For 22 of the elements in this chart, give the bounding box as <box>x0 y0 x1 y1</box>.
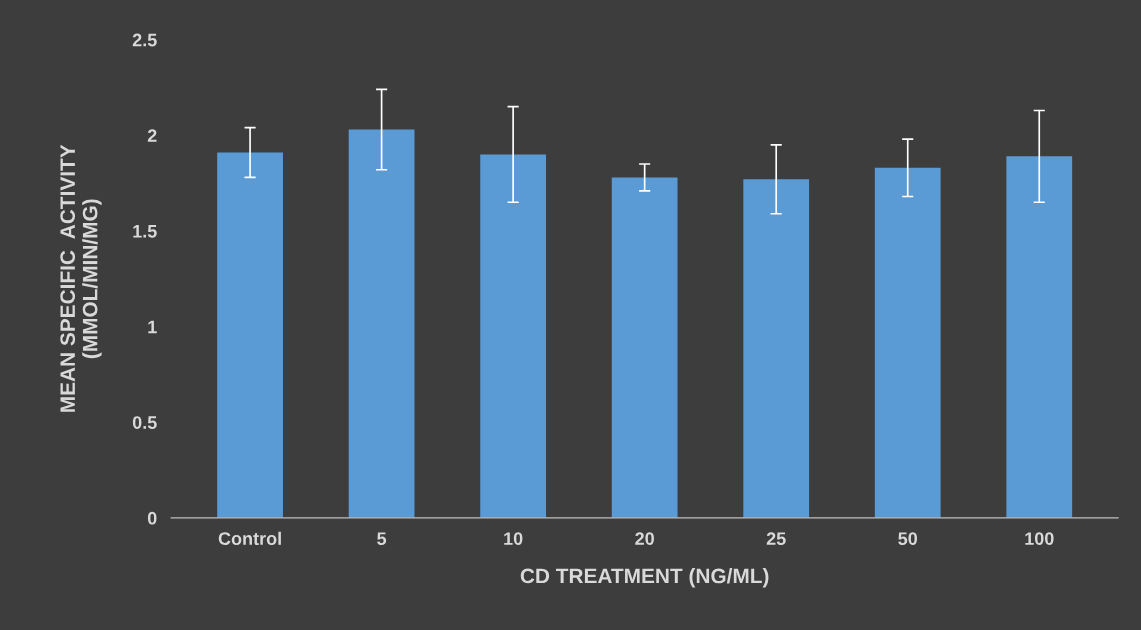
y-tick-label: 2.5 <box>132 33 157 47</box>
y-tick-label: 0 <box>147 511 157 525</box>
y-tick-label: 0.5 <box>132 416 157 429</box>
y-axis-title: MEAN SPECIFIC ACTIVITY (MMOL/MIN/MG) <box>60 144 102 412</box>
x-axis-title: CD TREATMENT (NG/ML) <box>520 568 769 588</box>
x-tick-label: 100 <box>1025 532 1054 546</box>
bar <box>874 167 941 518</box>
bar <box>348 129 415 518</box>
y-tick-label: 1.5 <box>133 225 157 238</box>
x-tick-label: 5 <box>377 532 387 546</box>
x-tick-label: 20 <box>635 532 654 546</box>
bar <box>480 154 547 518</box>
x-tick-label: 25 <box>766 532 786 546</box>
bar <box>743 179 810 518</box>
y-tick-label: 2 <box>147 129 157 142</box>
bar <box>217 152 283 518</box>
x-tick-label: Control <box>218 531 281 546</box>
y-tick-label: 1 <box>148 320 157 334</box>
x-tick-label: 10 <box>504 532 523 546</box>
bar <box>611 177 678 518</box>
x-tick-label: 50 <box>898 532 918 546</box>
bar <box>1006 156 1073 518</box>
